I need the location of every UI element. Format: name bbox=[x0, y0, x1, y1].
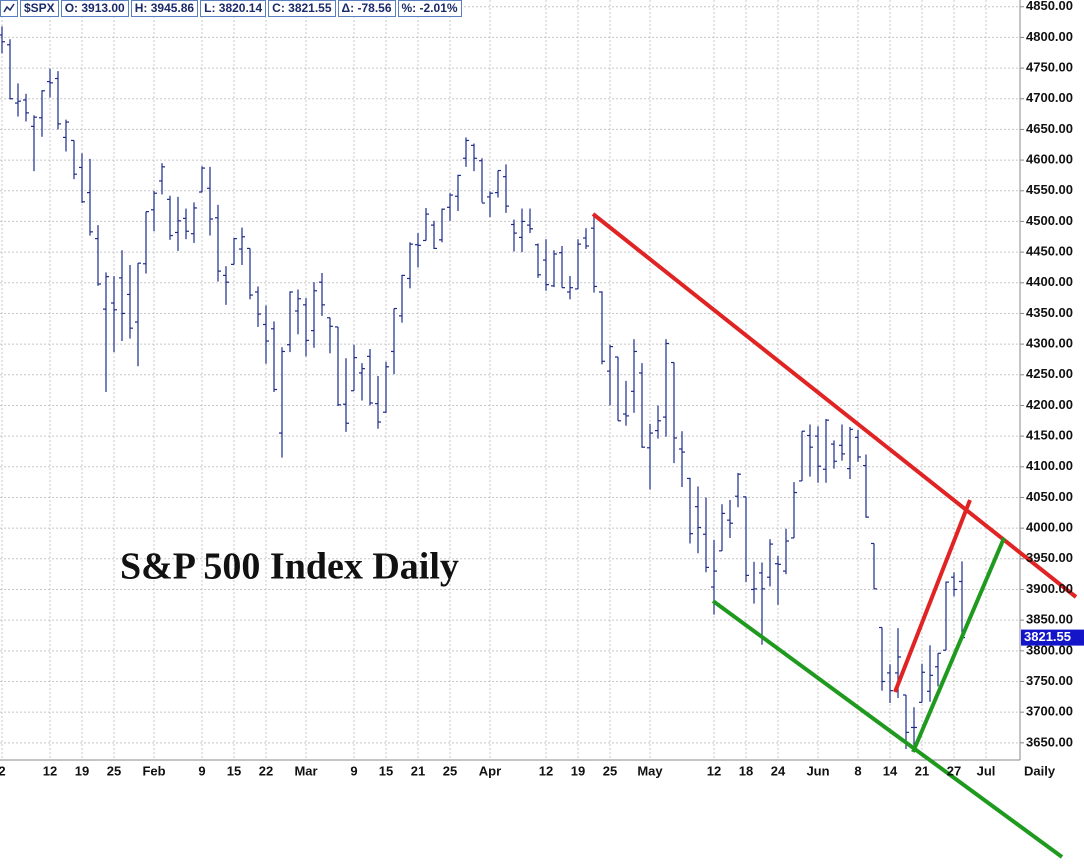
x-tick-label: Mar bbox=[294, 763, 317, 778]
chart-title: S&P 500 Index Daily bbox=[120, 546, 459, 588]
y-tick-label: 4800.00 bbox=[1026, 29, 1073, 44]
x-tick-label: 22 bbox=[259, 763, 273, 778]
last-price-tag bbox=[1021, 629, 1084, 646]
bars bbox=[0, 26, 965, 749]
y-tick-label: 4450.00 bbox=[1026, 244, 1073, 259]
x-tick-label: 12 bbox=[43, 763, 57, 778]
y-tick-label: 4150.00 bbox=[1026, 428, 1073, 443]
x-tick-label: 21 bbox=[411, 763, 425, 778]
grid bbox=[0, 0, 1020, 760]
y-tick-label: 3700.00 bbox=[1026, 704, 1073, 719]
header-field: $SPX bbox=[20, 0, 59, 17]
x-tick-label: 9 bbox=[350, 763, 357, 778]
y-tick-label: 3650.00 bbox=[1026, 734, 1073, 749]
y-tick-label: 4400.00 bbox=[1026, 274, 1073, 289]
chart-icon bbox=[0, 0, 18, 17]
x-tick-label: 15 bbox=[379, 763, 393, 778]
y-axis: 3650.00 3700.00 3750.00 3800.00 3850.00 3900.… bbox=[0, 0, 1084, 778]
y-tick-label: 4050.00 bbox=[1026, 489, 1073, 504]
header-field: O: 3913.00 bbox=[60, 0, 129, 17]
y-tick-label: 3800.00 bbox=[1026, 642, 1073, 657]
y-tick-label: 4100.00 bbox=[1026, 458, 1073, 473]
y-tick-label: 4350.00 bbox=[1026, 305, 1073, 320]
x-tick-label: 27 bbox=[947, 763, 961, 778]
period-label: Daily bbox=[1024, 763, 1056, 778]
x-tick-label: 25 bbox=[603, 763, 617, 778]
y-tick-label: 4850.00 bbox=[1026, 0, 1073, 13]
x-tick-label: 14 bbox=[883, 763, 898, 778]
header-field: L: 3820.14 bbox=[200, 0, 267, 17]
header: $SPX O: 3913.00 H: 3945.86 L: 3820.14 C: 382… bbox=[0, 0, 464, 17]
trend-line bbox=[911, 537, 1006, 753]
x-tick-label: 19 bbox=[571, 763, 585, 778]
x-tick-label: Jul bbox=[977, 763, 996, 778]
y-tick-label: 4300.00 bbox=[1026, 336, 1073, 351]
y-tick-label: 3950.00 bbox=[1026, 550, 1073, 565]
x-tick-label: 24 bbox=[771, 763, 786, 778]
y-tick-label: 4200.00 bbox=[1026, 397, 1073, 412]
x-tick-label: Apr bbox=[479, 763, 501, 778]
x-tick-label: 8 bbox=[854, 763, 861, 778]
x-tick-label: 21 bbox=[915, 763, 929, 778]
x-tick-label: 12 bbox=[539, 763, 553, 778]
x-tick-label: Feb bbox=[142, 763, 165, 778]
y-tick-label: 4500.00 bbox=[1026, 213, 1073, 228]
x-tick-label: Jun bbox=[806, 763, 829, 778]
trend-line bbox=[711, 599, 1064, 859]
last-price-label: 3821.55 bbox=[1024, 629, 1071, 644]
y-tick-label: 4550.00 bbox=[1026, 182, 1073, 197]
trend-line bbox=[893, 499, 972, 693]
x-tick-label: 25 bbox=[107, 763, 121, 778]
y-tick-label: 4650.00 bbox=[1026, 121, 1073, 136]
y-tick-label: 3850.00 bbox=[1026, 612, 1073, 627]
y-tick-label: 4250.00 bbox=[1026, 366, 1073, 381]
x-tick-label: 19 bbox=[75, 763, 89, 778]
y-tick-label: 4750.00 bbox=[1026, 60, 1073, 75]
header-field: Δ: -78.56 bbox=[337, 0, 396, 17]
x-tick-label: 15 bbox=[227, 763, 241, 778]
x-tick-label: 18 bbox=[739, 763, 753, 778]
y-tick-label: 3900.00 bbox=[1026, 581, 1073, 596]
x-tick-label: May bbox=[637, 763, 663, 778]
y-tick-label: 4000.00 bbox=[1026, 520, 1073, 535]
x-tick-label: 2 bbox=[0, 763, 6, 778]
trend-line bbox=[591, 212, 1078, 599]
y-tick-label: 4700.00 bbox=[1026, 90, 1073, 105]
y-tick-label: 4600.00 bbox=[1026, 152, 1073, 167]
y-tick-label: 3750.00 bbox=[1026, 673, 1073, 688]
header-field: %: -2.01% bbox=[397, 0, 462, 17]
header-field: H: 3945.86 bbox=[130, 0, 199, 17]
x-tick-label: 12 bbox=[707, 763, 721, 778]
x-tick-label: 25 bbox=[443, 763, 457, 778]
x-tick-label: 9 bbox=[198, 763, 205, 778]
header-field: C: 3821.55 bbox=[268, 0, 336, 17]
